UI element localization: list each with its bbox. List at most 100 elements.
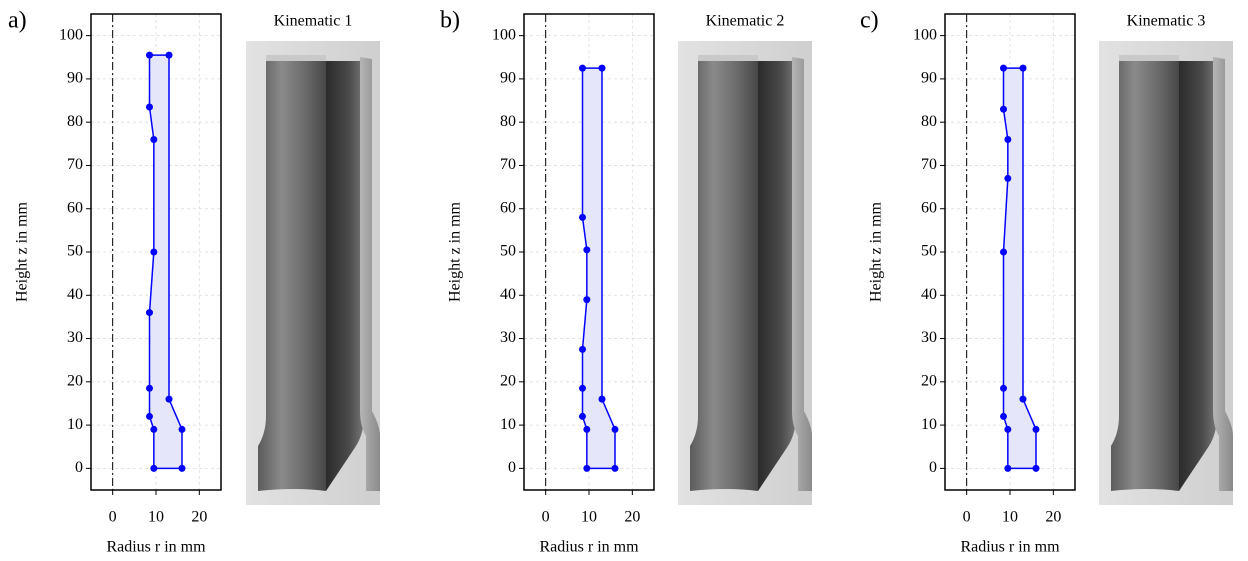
y-tick-label: 60 bbox=[921, 199, 937, 216]
specimen-photo bbox=[246, 41, 380, 505]
profile-point bbox=[1000, 384, 1007, 392]
profile-point bbox=[1032, 464, 1040, 472]
y-tick-label: 100 bbox=[59, 26, 83, 43]
profile-point bbox=[1019, 395, 1027, 403]
profile-area bbox=[149, 55, 182, 469]
specimen-photo bbox=[678, 41, 812, 505]
profile-point bbox=[1004, 464, 1012, 472]
x-tick-label: 0 bbox=[963, 509, 971, 526]
profile-point bbox=[146, 309, 153, 317]
y-tick-label: 60 bbox=[500, 199, 516, 216]
photo-title: Kinematic 2 bbox=[706, 13, 785, 30]
x-tick-label: 10 bbox=[148, 509, 164, 526]
y-tick-label: 100 bbox=[913, 26, 937, 43]
x-axis-label: Radius r in mm bbox=[106, 539, 206, 556]
profile-point bbox=[1004, 425, 1012, 433]
y-tick-label: 70 bbox=[67, 156, 83, 173]
profile-point bbox=[1000, 412, 1007, 420]
x-tick-label: 10 bbox=[581, 509, 597, 526]
profile-point bbox=[579, 345, 586, 353]
profile-point bbox=[598, 64, 606, 72]
y-tick-label: 60 bbox=[67, 199, 83, 216]
y-tick-label: 40 bbox=[500, 286, 516, 303]
x-tick-label: 0 bbox=[542, 509, 550, 526]
panel-label: c) bbox=[860, 8, 879, 34]
profile-point bbox=[150, 248, 158, 256]
profile-point bbox=[583, 246, 591, 254]
profile-point bbox=[579, 64, 586, 72]
y-tick-label: 50 bbox=[921, 243, 937, 260]
y-axis-label: Height z in mm bbox=[868, 201, 885, 302]
profile-point bbox=[579, 213, 586, 221]
photo-title: Kinematic 3 bbox=[1127, 13, 1206, 30]
y-tick-label: 70 bbox=[921, 156, 937, 173]
y-tick-label: 10 bbox=[500, 416, 516, 433]
profile-line bbox=[581, 67, 616, 470]
y-tick-label: 40 bbox=[67, 286, 83, 303]
profile-point bbox=[1004, 174, 1012, 182]
y-tick-label: 20 bbox=[921, 372, 937, 389]
profile-point bbox=[1000, 248, 1007, 256]
x-tick-label: 10 bbox=[1002, 509, 1018, 526]
y-tick-label: 10 bbox=[67, 416, 83, 433]
profile-point bbox=[579, 412, 586, 420]
x-tick-label: 0 bbox=[109, 509, 117, 526]
y-tick-label: 50 bbox=[67, 243, 83, 260]
profile-point bbox=[579, 384, 586, 392]
y-axis-label: Height z in mm bbox=[447, 201, 464, 302]
y-tick-label: 100 bbox=[492, 26, 516, 43]
x-tick-label: 20 bbox=[624, 509, 640, 526]
y-tick-label: 50 bbox=[500, 243, 516, 260]
profile-point bbox=[146, 412, 153, 420]
y-tick-label: 0 bbox=[75, 459, 83, 476]
profile-line bbox=[148, 54, 183, 470]
x-tick-label: 20 bbox=[191, 509, 207, 526]
photo-title: Kinematic 1 bbox=[274, 13, 353, 30]
profile-point bbox=[611, 464, 619, 472]
profile-point bbox=[1000, 64, 1007, 72]
y-tick-label: 40 bbox=[921, 286, 937, 303]
profile-point bbox=[598, 395, 606, 403]
profile-point bbox=[178, 464, 186, 472]
profile-area bbox=[1003, 68, 1036, 469]
profile-point bbox=[1000, 105, 1007, 113]
profile-point bbox=[583, 425, 591, 433]
profile-point bbox=[1032, 425, 1040, 433]
profile-point bbox=[583, 464, 591, 472]
y-tick-label: 0 bbox=[508, 459, 516, 476]
profile-point bbox=[1019, 64, 1027, 72]
profile-point bbox=[165, 51, 173, 59]
y-tick-label: 90 bbox=[500, 70, 516, 87]
y-tick-label: 20 bbox=[67, 372, 83, 389]
y-tick-label: 80 bbox=[500, 113, 516, 130]
x-tick-label: 20 bbox=[1045, 509, 1061, 526]
profile-point bbox=[165, 395, 173, 403]
y-tick-label: 30 bbox=[921, 329, 937, 346]
profile-point bbox=[178, 425, 186, 433]
y-tick-label: 90 bbox=[921, 70, 937, 87]
profile-point bbox=[146, 384, 153, 392]
y-tick-label: 30 bbox=[67, 329, 83, 346]
profile-point bbox=[150, 425, 158, 433]
profile-point bbox=[1004, 135, 1012, 143]
profile-point bbox=[150, 135, 158, 143]
panel-label: b) bbox=[440, 8, 460, 34]
panel-label: a) bbox=[8, 8, 27, 34]
y-tick-label: 90 bbox=[67, 70, 83, 87]
profile-point bbox=[146, 103, 153, 111]
profile-point bbox=[150, 464, 158, 472]
profile-area bbox=[582, 68, 615, 469]
y-tick-label: 30 bbox=[500, 329, 516, 346]
profile-line bbox=[1002, 67, 1037, 470]
y-tick-label: 80 bbox=[921, 113, 937, 130]
y-tick-label: 10 bbox=[921, 416, 937, 433]
y-axis-label: Height z in mm bbox=[14, 201, 31, 302]
x-axis-label: Radius r in mm bbox=[960, 539, 1060, 556]
profile-point bbox=[611, 425, 619, 433]
x-axis-label: Radius r in mm bbox=[539, 539, 639, 556]
y-tick-label: 0 bbox=[929, 459, 937, 476]
y-tick-label: 70 bbox=[500, 156, 516, 173]
y-tick-label: 80 bbox=[67, 113, 83, 130]
